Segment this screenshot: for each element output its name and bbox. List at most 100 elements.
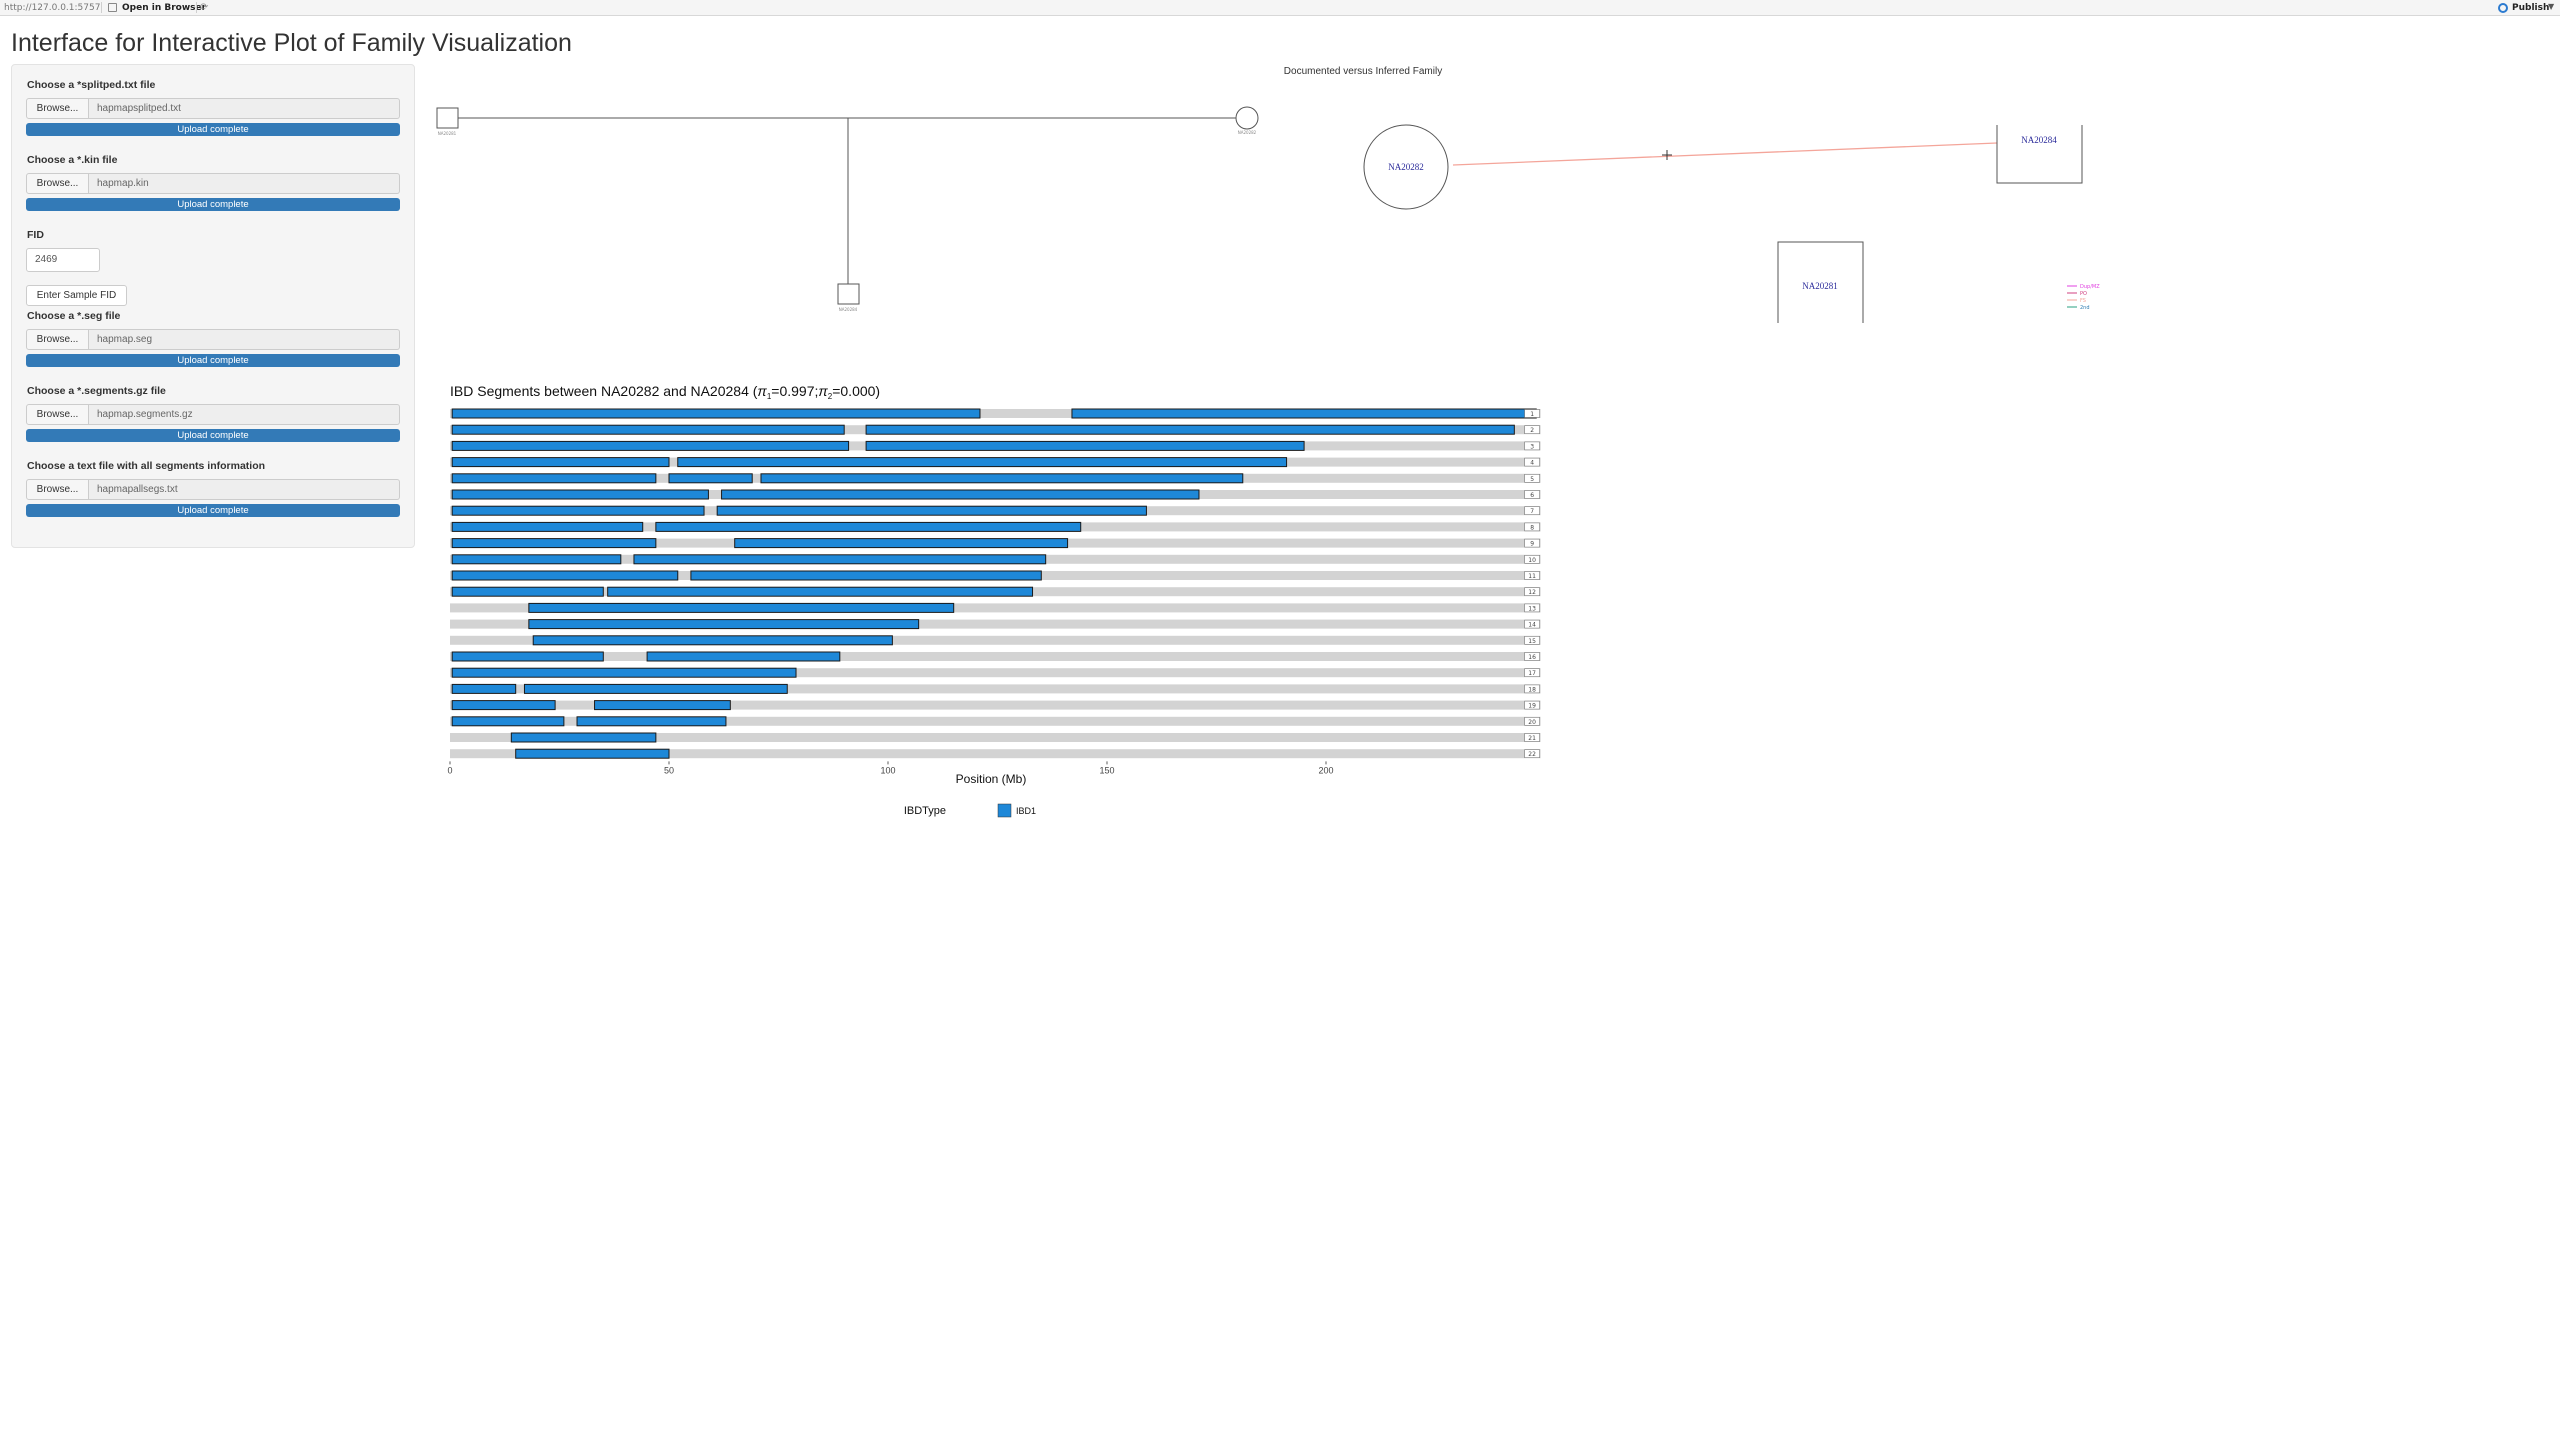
ibd-segment-bar[interactable] [510,732,657,743]
fid-input[interactable]: 2469 [26,248,100,272]
kin-progress-bar: Upload complete [26,198,400,211]
chromosome-label: 3 [1530,443,1534,450]
ibd-segment-bar[interactable] [677,457,1288,468]
inferred-node-square[interactable] [1777,241,1864,323]
chromosome-label: 18 [1528,686,1536,693]
chromosome-label: 13 [1528,605,1536,612]
seg-label: Choose a *.seg file [27,310,121,322]
seg-browse-button[interactable]: Browse... [26,329,89,350]
x-tick-label: 150 [1099,765,1114,775]
family-pedigree-plot[interactable]: Documented versus Inferred Family NA2028… [430,58,2130,328]
ibd-segment-bar[interactable] [716,505,1147,516]
ibd-segment-bar[interactable] [633,554,1047,565]
fid-label: FID [27,229,44,241]
kin-filename-field[interactable]: hapmap.kin [89,173,400,194]
ibd-segment-bar[interactable] [451,667,797,678]
ibd-segment-bar[interactable] [646,651,841,662]
ibd-segment-bar[interactable] [734,538,1069,549]
ibd-segment-bar[interactable] [690,570,1042,581]
x-tick-label: 100 [880,765,895,775]
chromosome-label: 4 [1530,460,1534,467]
ibd-segment-bar[interactable] [451,538,657,549]
chromosome-label: 8 [1530,524,1534,531]
chromosome-label: 6 [1530,492,1534,499]
splitped-browse-button[interactable]: Browse... [26,98,89,119]
node-tiny-label: NA20282 [1238,130,1257,135]
chromosome-label-box [1524,603,1540,613]
chromosome-background [450,700,1541,710]
ibd-segment-bar[interactable] [523,683,788,694]
ibd-segment-bar[interactable] [451,700,556,711]
ibd-segment-bar[interactable] [865,440,1305,451]
inferred-node-label: NA20281 [1802,281,1838,291]
ibd-segment-bar[interactable] [451,586,604,597]
ibd-segment-bar[interactable] [594,700,731,711]
ibd-segment-bar[interactable] [721,489,1200,500]
ibd-segment-bar[interactable] [451,683,517,694]
relationship-edge[interactable] [1452,142,1998,166]
ibd-segment-bar[interactable] [528,602,955,613]
chromosome-label-box [1524,652,1540,661]
segments-gz-browse-button[interactable]: Browse... [26,404,89,425]
ibd-segment-bar[interactable] [451,489,709,500]
ibd-segment-bar[interactable] [607,586,1034,597]
publish-button[interactable]: Publish [2512,3,2550,13]
chromosome-label: 15 [1528,638,1536,645]
inferred-node-square[interactable] [1996,125,2083,184]
ibd-segment-bar[interactable] [451,716,565,727]
legend-label: FS [2080,298,2086,304]
splitped-filename-field[interactable]: hapmapsplitped.txt [89,98,400,119]
ibd-segment-bar[interactable] [532,635,893,646]
child-square[interactable] [837,283,860,305]
open-in-browser-button[interactable]: Open in Browser [122,3,207,13]
father-square[interactable] [436,107,459,129]
refresh-icon[interactable]: ⟳ [200,2,209,13]
splitped-progress-bar: Upload complete [26,123,400,136]
open-external-icon[interactable] [108,3,117,12]
allsegs-filename-field[interactable]: hapmapallsegs.txt [89,479,400,500]
browser-toolbar: http://127.0.0.1:5757 Open in Browser ⟳ … [0,0,2560,16]
ibd-segment-bar[interactable] [865,424,1515,435]
chromosome-label: 11 [1528,573,1536,580]
ibd-segment-bar[interactable] [451,457,670,468]
inferred-node-circle[interactable] [1363,124,1449,210]
allsegs-browse-button[interactable]: Browse... [26,479,89,500]
segments-gz-filename-field[interactable]: hapmap.segments.gz [89,404,400,425]
ibd-segment-bar[interactable] [1071,408,1537,419]
kin-label: Choose a *.kin file [27,154,118,166]
ibd-segment-bar[interactable] [451,473,657,484]
url-text[interactable]: http://127.0.0.1:5757 [4,3,101,13]
documented-pedigree [436,106,1259,305]
ibd-segment-bar[interactable] [451,440,850,451]
ibd-segment-bar[interactable] [528,619,920,630]
ibd-segment-bar[interactable] [760,473,1244,484]
ibd-chart-title: IBD Segments between NA20282 and NA20284… [450,383,880,401]
chromosome-label-box [1524,555,1540,564]
ibd-segments-chart[interactable]: IBD Segments between NA20282 and NA20284… [430,374,1580,834]
toolbar-divider [196,2,197,13]
ibd-segment-bar[interactable] [576,716,727,727]
seg-filename-field[interactable]: hapmap.seg [89,329,400,350]
allsegs-file-input: Browse... hapmapallsegs.txt [26,479,400,500]
chromosome-background [450,409,1541,418]
kin-browse-button[interactable]: Browse... [26,173,89,194]
ibd-segment-bar[interactable] [451,408,981,419]
allsegs-progress-bar: Upload complete [26,504,400,517]
publish-icon[interactable] [2498,3,2508,13]
ibd-segment-bar[interactable] [655,521,1082,532]
ibd-segment-bar[interactable] [668,473,753,484]
ibd-segment-bar[interactable] [451,570,679,581]
chevron-down-icon[interactable]: ▼ [2548,2,2555,11]
ibd-segment-bar[interactable] [451,505,705,516]
ibd-segment-bar[interactable] [451,651,604,662]
ibd-segment-bar[interactable] [515,748,670,759]
ibd-segment-bar[interactable] [451,424,845,435]
ibd-segment-bar[interactable] [451,554,622,565]
enter-sample-fid-button[interactable]: Enter Sample FID [26,285,127,306]
ibd-segment-bar[interactable] [451,521,644,532]
chromosome-label-box [1524,749,1540,759]
mother-circle[interactable] [1235,106,1259,130]
splitped-label: Choose a *splitped.txt file [27,79,156,91]
chromosome-label: 22 [1528,751,1536,758]
pedigree-title: Documented versus Inferred Family [1284,66,1442,77]
